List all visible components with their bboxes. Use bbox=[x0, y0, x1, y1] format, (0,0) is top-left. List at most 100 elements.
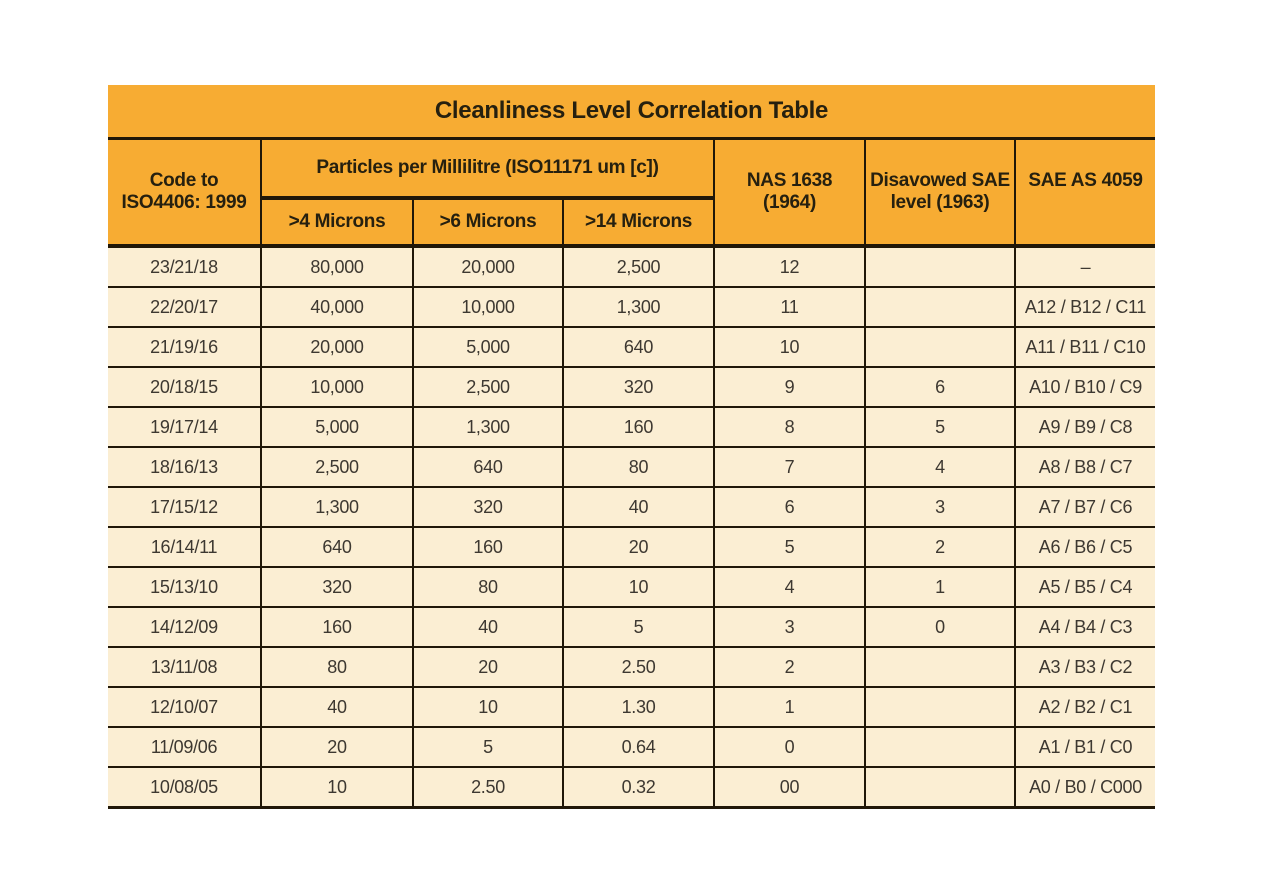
table-row: 21/19/16 20,000 5,000 640 10 A11 / B11 /… bbox=[108, 327, 1155, 368]
header-sae-as-4059: SAE AS 4059 bbox=[1014, 138, 1155, 248]
header-nas-1638: NAS 1638 (1964) bbox=[713, 138, 865, 248]
table-row: 22/20/17 40,000 10,000 1,300 11 A12 / B1… bbox=[108, 287, 1155, 328]
cell-nas: 11 bbox=[713, 287, 865, 328]
cell-4um: 5,000 bbox=[260, 407, 413, 448]
cell-4um: 80,000 bbox=[260, 246, 413, 288]
cell-6um: 640 bbox=[412, 447, 563, 488]
cell-6um: 80 bbox=[412, 567, 563, 608]
cell-14um: 10 bbox=[562, 567, 714, 608]
cell-iso-code: 19/17/14 bbox=[108, 407, 261, 448]
cell-iso-code: 13/11/08 bbox=[108, 647, 261, 688]
cell-sae-as: A12 / B12 / C11 bbox=[1014, 287, 1155, 328]
header-iso-code-line2: ISO4406: 1999 bbox=[121, 192, 247, 213]
cell-sae-level bbox=[864, 246, 1015, 288]
cell-nas: 5 bbox=[713, 527, 865, 568]
cell-sae-level: 3 bbox=[864, 487, 1015, 528]
cell-sae-as: A0 / B0 / C000 bbox=[1014, 767, 1155, 809]
cell-sae-level bbox=[864, 647, 1015, 688]
header-sae-as-label: SAE AS 4059 bbox=[1028, 170, 1143, 191]
cell-nas: 6 bbox=[713, 487, 865, 528]
cell-6um: 5 bbox=[412, 727, 563, 768]
cell-iso-code: 21/19/16 bbox=[108, 327, 261, 368]
header-disavowed-line2: level (1963) bbox=[890, 192, 990, 213]
cell-sae-as: A1 / B1 / C0 bbox=[1014, 727, 1155, 768]
correlation-table: Cleanliness Level Correlation Table Code… bbox=[108, 85, 1155, 809]
cell-6um: 1,300 bbox=[412, 407, 563, 448]
cell-sae-level: 1 bbox=[864, 567, 1015, 608]
cell-14um: 1,300 bbox=[562, 287, 714, 328]
cell-14um: 5 bbox=[562, 607, 714, 648]
cell-sae-as: A7 / B7 / C6 bbox=[1014, 487, 1155, 528]
cell-4um: 160 bbox=[260, 607, 413, 648]
table-title: Cleanliness Level Correlation Table bbox=[108, 85, 1155, 140]
cell-nas: 00 bbox=[713, 767, 865, 809]
cell-iso-code: 22/20/17 bbox=[108, 287, 261, 328]
cell-14um: 2.50 bbox=[562, 647, 714, 688]
cell-14um: 20 bbox=[562, 527, 714, 568]
cell-sae-as: A2 / B2 / C1 bbox=[1014, 687, 1155, 728]
cell-sae-as: A8 / B8 / C7 bbox=[1014, 447, 1155, 488]
cell-nas: 3 bbox=[713, 607, 865, 648]
cell-sae-level bbox=[864, 287, 1015, 328]
cell-iso-code: 16/14/11 bbox=[108, 527, 261, 568]
cell-nas: 10 bbox=[713, 327, 865, 368]
cell-sae-level bbox=[864, 327, 1015, 368]
cell-14um: 160 bbox=[562, 407, 714, 448]
cell-14um: 0.32 bbox=[562, 767, 714, 809]
header-iso-code: Code to ISO4406: 1999 bbox=[108, 138, 261, 248]
header-micron-6: >6 Microns bbox=[412, 198, 563, 248]
cell-14um: 320 bbox=[562, 367, 714, 408]
cleanliness-correlation-table: Cleanliness Level Correlation Table Code… bbox=[108, 85, 1155, 809]
cell-4um: 10,000 bbox=[260, 367, 413, 408]
cell-14um: 80 bbox=[562, 447, 714, 488]
cell-6um: 20 bbox=[412, 647, 563, 688]
cell-sae-as: A3 / B3 / C2 bbox=[1014, 647, 1155, 688]
cell-iso-code: 14/12/09 bbox=[108, 607, 261, 648]
cell-nas: 9 bbox=[713, 367, 865, 408]
cell-sae-level: 5 bbox=[864, 407, 1015, 448]
header-micron-4: >4 Microns bbox=[260, 198, 413, 248]
table-row: 14/12/09 160 40 5 3 0 A4 / B4 / C3 bbox=[108, 607, 1155, 648]
cell-4um: 10 bbox=[260, 767, 413, 809]
cell-nas: 8 bbox=[713, 407, 865, 448]
cell-iso-code: 12/10/07 bbox=[108, 687, 261, 728]
cell-nas: 12 bbox=[713, 246, 865, 288]
cell-6um: 10,000 bbox=[412, 287, 563, 328]
cell-4um: 1,300 bbox=[260, 487, 413, 528]
cell-4um: 320 bbox=[260, 567, 413, 608]
cell-sae-as: A10 / B10 / C9 bbox=[1014, 367, 1155, 408]
cell-iso-code: 11/09/06 bbox=[108, 727, 261, 768]
table-row: 15/13/10 320 80 10 4 1 A5 / B5 / C4 bbox=[108, 567, 1155, 608]
table-row: 12/10/07 40 10 1.30 1 A2 / B2 / C1 bbox=[108, 687, 1155, 728]
table-row: 13/11/08 80 20 2.50 2 A3 / B3 / C2 bbox=[108, 647, 1155, 688]
cell-4um: 20 bbox=[260, 727, 413, 768]
header-disavowed-sae: Disavowed SAE level (1963) bbox=[864, 138, 1015, 248]
header-nas-line2: (1964) bbox=[762, 192, 817, 213]
table-row: 19/17/14 5,000 1,300 160 8 5 A9 / B9 / C… bbox=[108, 407, 1155, 448]
table-row: 11/09/06 20 5 0.64 0 A1 / B1 / C0 bbox=[108, 727, 1155, 768]
table-row: 10/08/05 10 2.50 0.32 00 A0 / B0 / C000 bbox=[108, 767, 1155, 809]
table-row: 16/14/11 640 160 20 5 2 A6 / B6 / C5 bbox=[108, 527, 1155, 568]
cell-sae-as: A9 / B9 / C8 bbox=[1014, 407, 1155, 448]
cell-iso-code: 18/16/13 bbox=[108, 447, 261, 488]
cell-14um: 0.64 bbox=[562, 727, 714, 768]
cell-nas: 1 bbox=[713, 687, 865, 728]
cell-iso-code: 20/18/15 bbox=[108, 367, 261, 408]
cell-14um: 1.30 bbox=[562, 687, 714, 728]
cell-sae-level: 0 bbox=[864, 607, 1015, 648]
table-title-row: Cleanliness Level Correlation Table bbox=[108, 85, 1155, 140]
cell-6um: 10 bbox=[412, 687, 563, 728]
cell-4um: 80 bbox=[260, 647, 413, 688]
header-group-row: Code to ISO4406: 1999 Particles per Mill… bbox=[108, 138, 1155, 248]
cell-6um: 5,000 bbox=[412, 327, 563, 368]
cell-6um: 160 bbox=[412, 527, 563, 568]
cell-sae-as: A6 / B6 / C5 bbox=[1014, 527, 1155, 568]
header-micron-14: >14 Microns bbox=[562, 198, 714, 248]
cell-sae-as: A4 / B4 / C3 bbox=[1014, 607, 1155, 648]
cell-iso-code: 10/08/05 bbox=[108, 767, 261, 809]
cell-iso-code: 17/15/12 bbox=[108, 487, 261, 528]
table-row: 17/15/12 1,300 320 40 6 3 A7 / B7 / C6 bbox=[108, 487, 1155, 528]
cell-6um: 320 bbox=[412, 487, 563, 528]
header-disavowed-line1: Disavowed SAE bbox=[870, 169, 1010, 191]
